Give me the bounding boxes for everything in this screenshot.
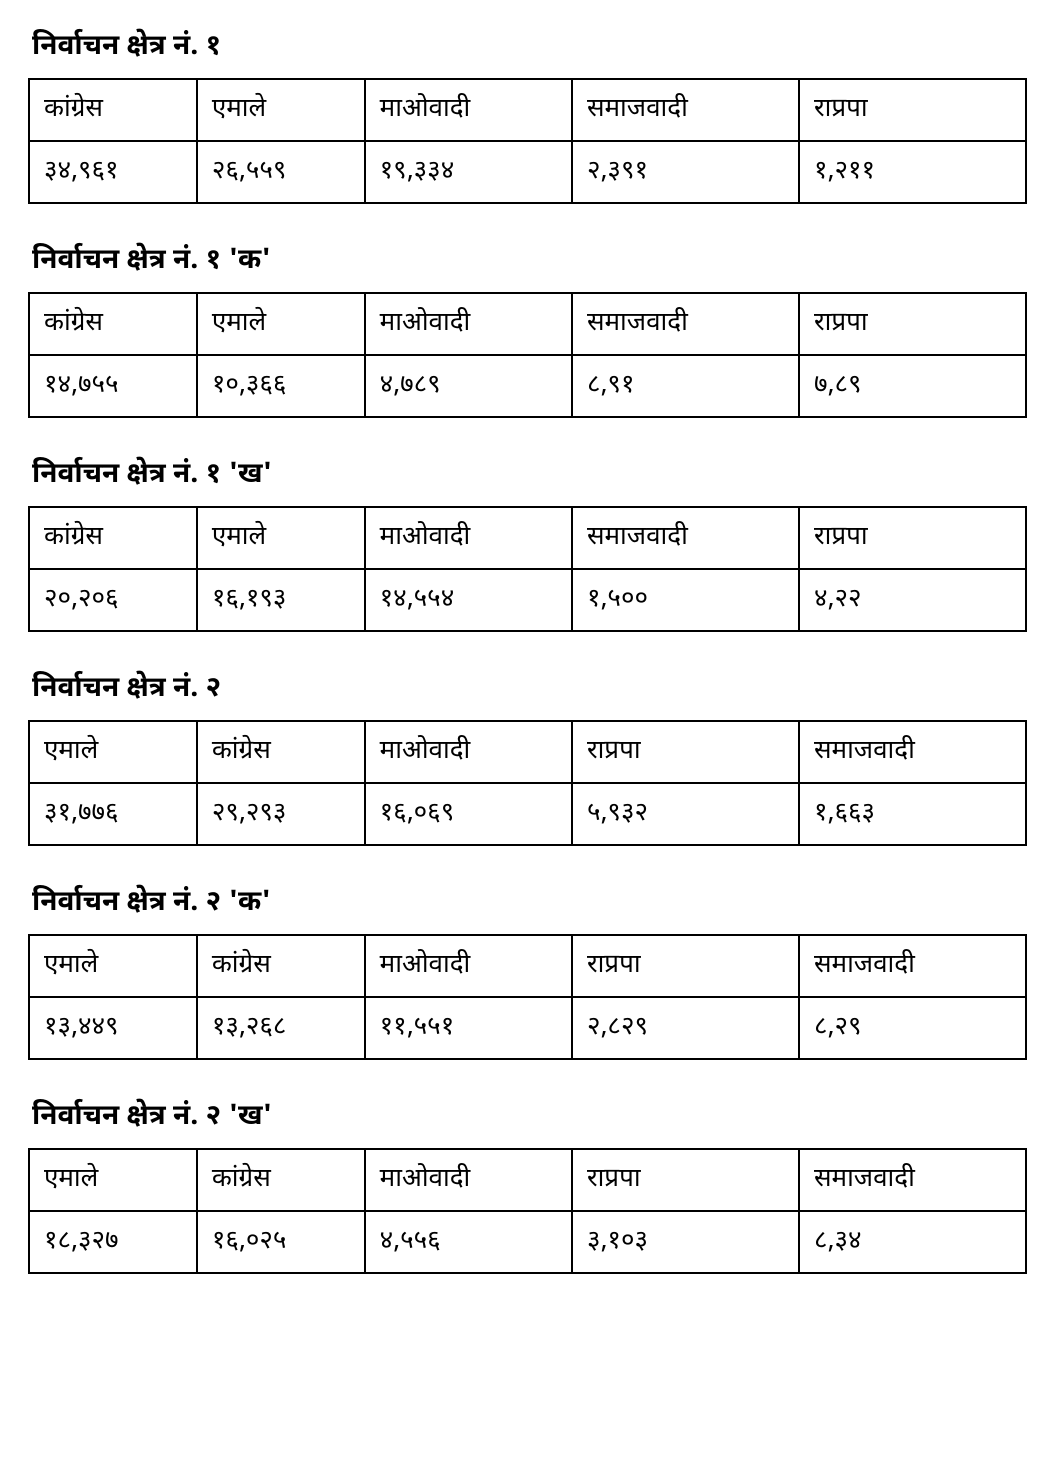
table-value-row: ३४,९६१२६,५५९१९,३३४२,३९११,२११ xyxy=(29,141,1026,203)
section-title: निर्वाचन क्षेत्र नं. १ 'ख' xyxy=(28,458,1027,494)
table-header-row: कांग्रेसएमालेमाओवादीसमाजवादीराप्रपा xyxy=(29,79,1026,141)
party-header-cell: माओवादी xyxy=(365,79,572,141)
vote-count-cell: ३४,९६१ xyxy=(29,141,197,203)
party-header-cell: समाजवादी xyxy=(799,721,1026,783)
party-header-cell: एमाले xyxy=(197,293,365,355)
party-header-cell: कांग्रेस xyxy=(29,507,197,569)
vote-count-cell: २,३९१ xyxy=(572,141,799,203)
constituency-section: निर्वाचन क्षेत्र नं. १ कांग्रेसएमालेमाओवा… xyxy=(28,30,1027,204)
party-header-cell: कांग्रेस xyxy=(29,293,197,355)
table-value-row: ३१,७७६२९,२९३१६,०६९५,९३२१,६६३ xyxy=(29,783,1026,845)
vote-count-cell: १४,७५५ xyxy=(29,355,197,417)
vote-count-cell: ४,७८९ xyxy=(365,355,572,417)
vote-count-cell: २९,२९३ xyxy=(197,783,365,845)
table-header-row: कांग्रेसएमालेमाओवादीसमाजवादीराप्रपा xyxy=(29,293,1026,355)
election-results-page: निर्वाचन क्षेत्र नं. १कांग्रेसएमालेमाओवा… xyxy=(28,30,1027,1274)
party-header-cell: राप्रपा xyxy=(799,507,1026,569)
vote-count-cell: १३,४४९ xyxy=(29,997,197,1059)
results-table: कांग्रेसएमालेमाओवादीसमाजवादीराप्रपा१४,७५… xyxy=(28,292,1027,418)
party-header-cell: कांग्रेस xyxy=(197,721,365,783)
party-header-cell: कांग्रेस xyxy=(197,935,365,997)
section-title: निर्वाचन क्षेत्र नं. २ 'ख' xyxy=(28,1100,1027,1136)
vote-count-cell: १९,३३४ xyxy=(365,141,572,203)
vote-count-cell: २६,५५९ xyxy=(197,141,365,203)
party-header-cell: राप्रपा xyxy=(572,1149,799,1211)
results-table: एमालेकांग्रेसमाओवादीराप्रपासमाजवादी१३,४४… xyxy=(28,934,1027,1060)
results-table: कांग्रेसएमालेमाओवादीसमाजवादीराप्रपा३४,९६… xyxy=(28,78,1027,204)
party-header-cell: एमाले xyxy=(29,721,197,783)
constituency-section: निर्वाचन क्षेत्र नं. २ एमालेकांग्रेसमाओवा… xyxy=(28,672,1027,846)
vote-count-cell: १०,३६६ xyxy=(197,355,365,417)
table-header-row: एमालेकांग्रेसमाओवादीराप्रपासमाजवादी xyxy=(29,721,1026,783)
vote-count-cell: ८,३४ xyxy=(799,1211,1026,1273)
party-header-cell: राप्रपा xyxy=(572,935,799,997)
table-value-row: १८,३२७१६,०२५४,५५६३,१०३८,३४ xyxy=(29,1211,1026,1273)
vote-count-cell: १६,०२५ xyxy=(197,1211,365,1273)
party-header-cell: समाजवादी xyxy=(799,935,1026,997)
party-header-cell: एमाले xyxy=(29,935,197,997)
table-header-row: कांग्रेसएमालेमाओवादीसमाजवादीराप्रपा xyxy=(29,507,1026,569)
constituency-section: निर्वाचन क्षेत्र नं. २ 'ख' एमालेकांग्रेसम… xyxy=(28,1100,1027,1274)
table-value-row: २०,२०६१६,१९३१४,५५४१,५००४,२२ xyxy=(29,569,1026,631)
results-table: कांग्रेसएमालेमाओवादीसमाजवादीराप्रपा२०,२०… xyxy=(28,506,1027,632)
party-header-cell: एमाले xyxy=(197,79,365,141)
party-header-cell: राप्रपा xyxy=(799,293,1026,355)
results-table: एमालेकांग्रेसमाओवादीराप्रपासमाजवादी१८,३२… xyxy=(28,1148,1027,1274)
vote-count-cell: ३,१०३ xyxy=(572,1211,799,1273)
party-header-cell: माओवादी xyxy=(365,935,572,997)
party-header-cell: एमाले xyxy=(29,1149,197,1211)
table-header-row: एमालेकांग्रेसमाओवादीराप्रपासमाजवादी xyxy=(29,935,1026,997)
table-value-row: १३,४४९१३,२६८११,५५१२,८२९८,२९ xyxy=(29,997,1026,1059)
vote-count-cell: ८,९१ xyxy=(572,355,799,417)
vote-count-cell: १४,५५४ xyxy=(365,569,572,631)
party-header-cell: माओवादी xyxy=(365,507,572,569)
section-title: निर्वाचन क्षेत्र नं. २ 'क' xyxy=(28,886,1027,922)
party-header-cell: एमाले xyxy=(197,507,365,569)
vote-count-cell: ८,२९ xyxy=(799,997,1026,1059)
vote-count-cell: १८,३२७ xyxy=(29,1211,197,1273)
party-header-cell: समाजवादी xyxy=(572,79,799,141)
results-table: एमालेकांग्रेसमाओवादीराप्रपासमाजवादी३१,७७… xyxy=(28,720,1027,846)
party-header-cell: माओवादी xyxy=(365,1149,572,1211)
party-header-cell: समाजवादी xyxy=(572,507,799,569)
constituency-section: निर्वाचन क्षेत्र नं. १ 'क' कांग्रेसएमालेम… xyxy=(28,244,1027,418)
section-title: निर्वाचन क्षेत्र नं. १ xyxy=(28,30,1027,66)
constituency-section: निर्वाचन क्षेत्र नं. १ 'ख' कांग्रेसएमालेम… xyxy=(28,458,1027,632)
party-header-cell: राप्रपा xyxy=(799,79,1026,141)
party-header-cell: समाजवादी xyxy=(799,1149,1026,1211)
vote-count-cell: ४,२२ xyxy=(799,569,1026,631)
section-title: निर्वाचन क्षेत्र नं. २ xyxy=(28,672,1027,708)
vote-count-cell: १,६६३ xyxy=(799,783,1026,845)
vote-count-cell: २,८२९ xyxy=(572,997,799,1059)
vote-count-cell: ३१,७७६ xyxy=(29,783,197,845)
party-header-cell: कांग्रेस xyxy=(197,1149,365,1211)
vote-count-cell: १६,०६९ xyxy=(365,783,572,845)
section-title: निर्वाचन क्षेत्र नं. १ 'क' xyxy=(28,244,1027,280)
vote-count-cell: ४,५५६ xyxy=(365,1211,572,1273)
vote-count-cell: ११,५५१ xyxy=(365,997,572,1059)
table-value-row: १४,७५५१०,३६६४,७८९८,९१७,८९ xyxy=(29,355,1026,417)
party-header-cell: समाजवादी xyxy=(572,293,799,355)
vote-count-cell: १६,१९३ xyxy=(197,569,365,631)
party-header-cell: राप्रपा xyxy=(572,721,799,783)
vote-count-cell: ५,९३२ xyxy=(572,783,799,845)
vote-count-cell: २०,२०६ xyxy=(29,569,197,631)
table-header-row: एमालेकांग्रेसमाओवादीराप्रपासमाजवादी xyxy=(29,1149,1026,1211)
vote-count-cell: ७,८९ xyxy=(799,355,1026,417)
vote-count-cell: १,२११ xyxy=(799,141,1026,203)
vote-count-cell: १,५०० xyxy=(572,569,799,631)
constituency-section: निर्वाचन क्षेत्र नं. २ 'क' एमालेकांग्रेसम… xyxy=(28,886,1027,1060)
party-header-cell: माओवादी xyxy=(365,721,572,783)
party-header-cell: कांग्रेस xyxy=(29,79,197,141)
party-header-cell: माओवादी xyxy=(365,293,572,355)
vote-count-cell: १३,२६८ xyxy=(197,997,365,1059)
